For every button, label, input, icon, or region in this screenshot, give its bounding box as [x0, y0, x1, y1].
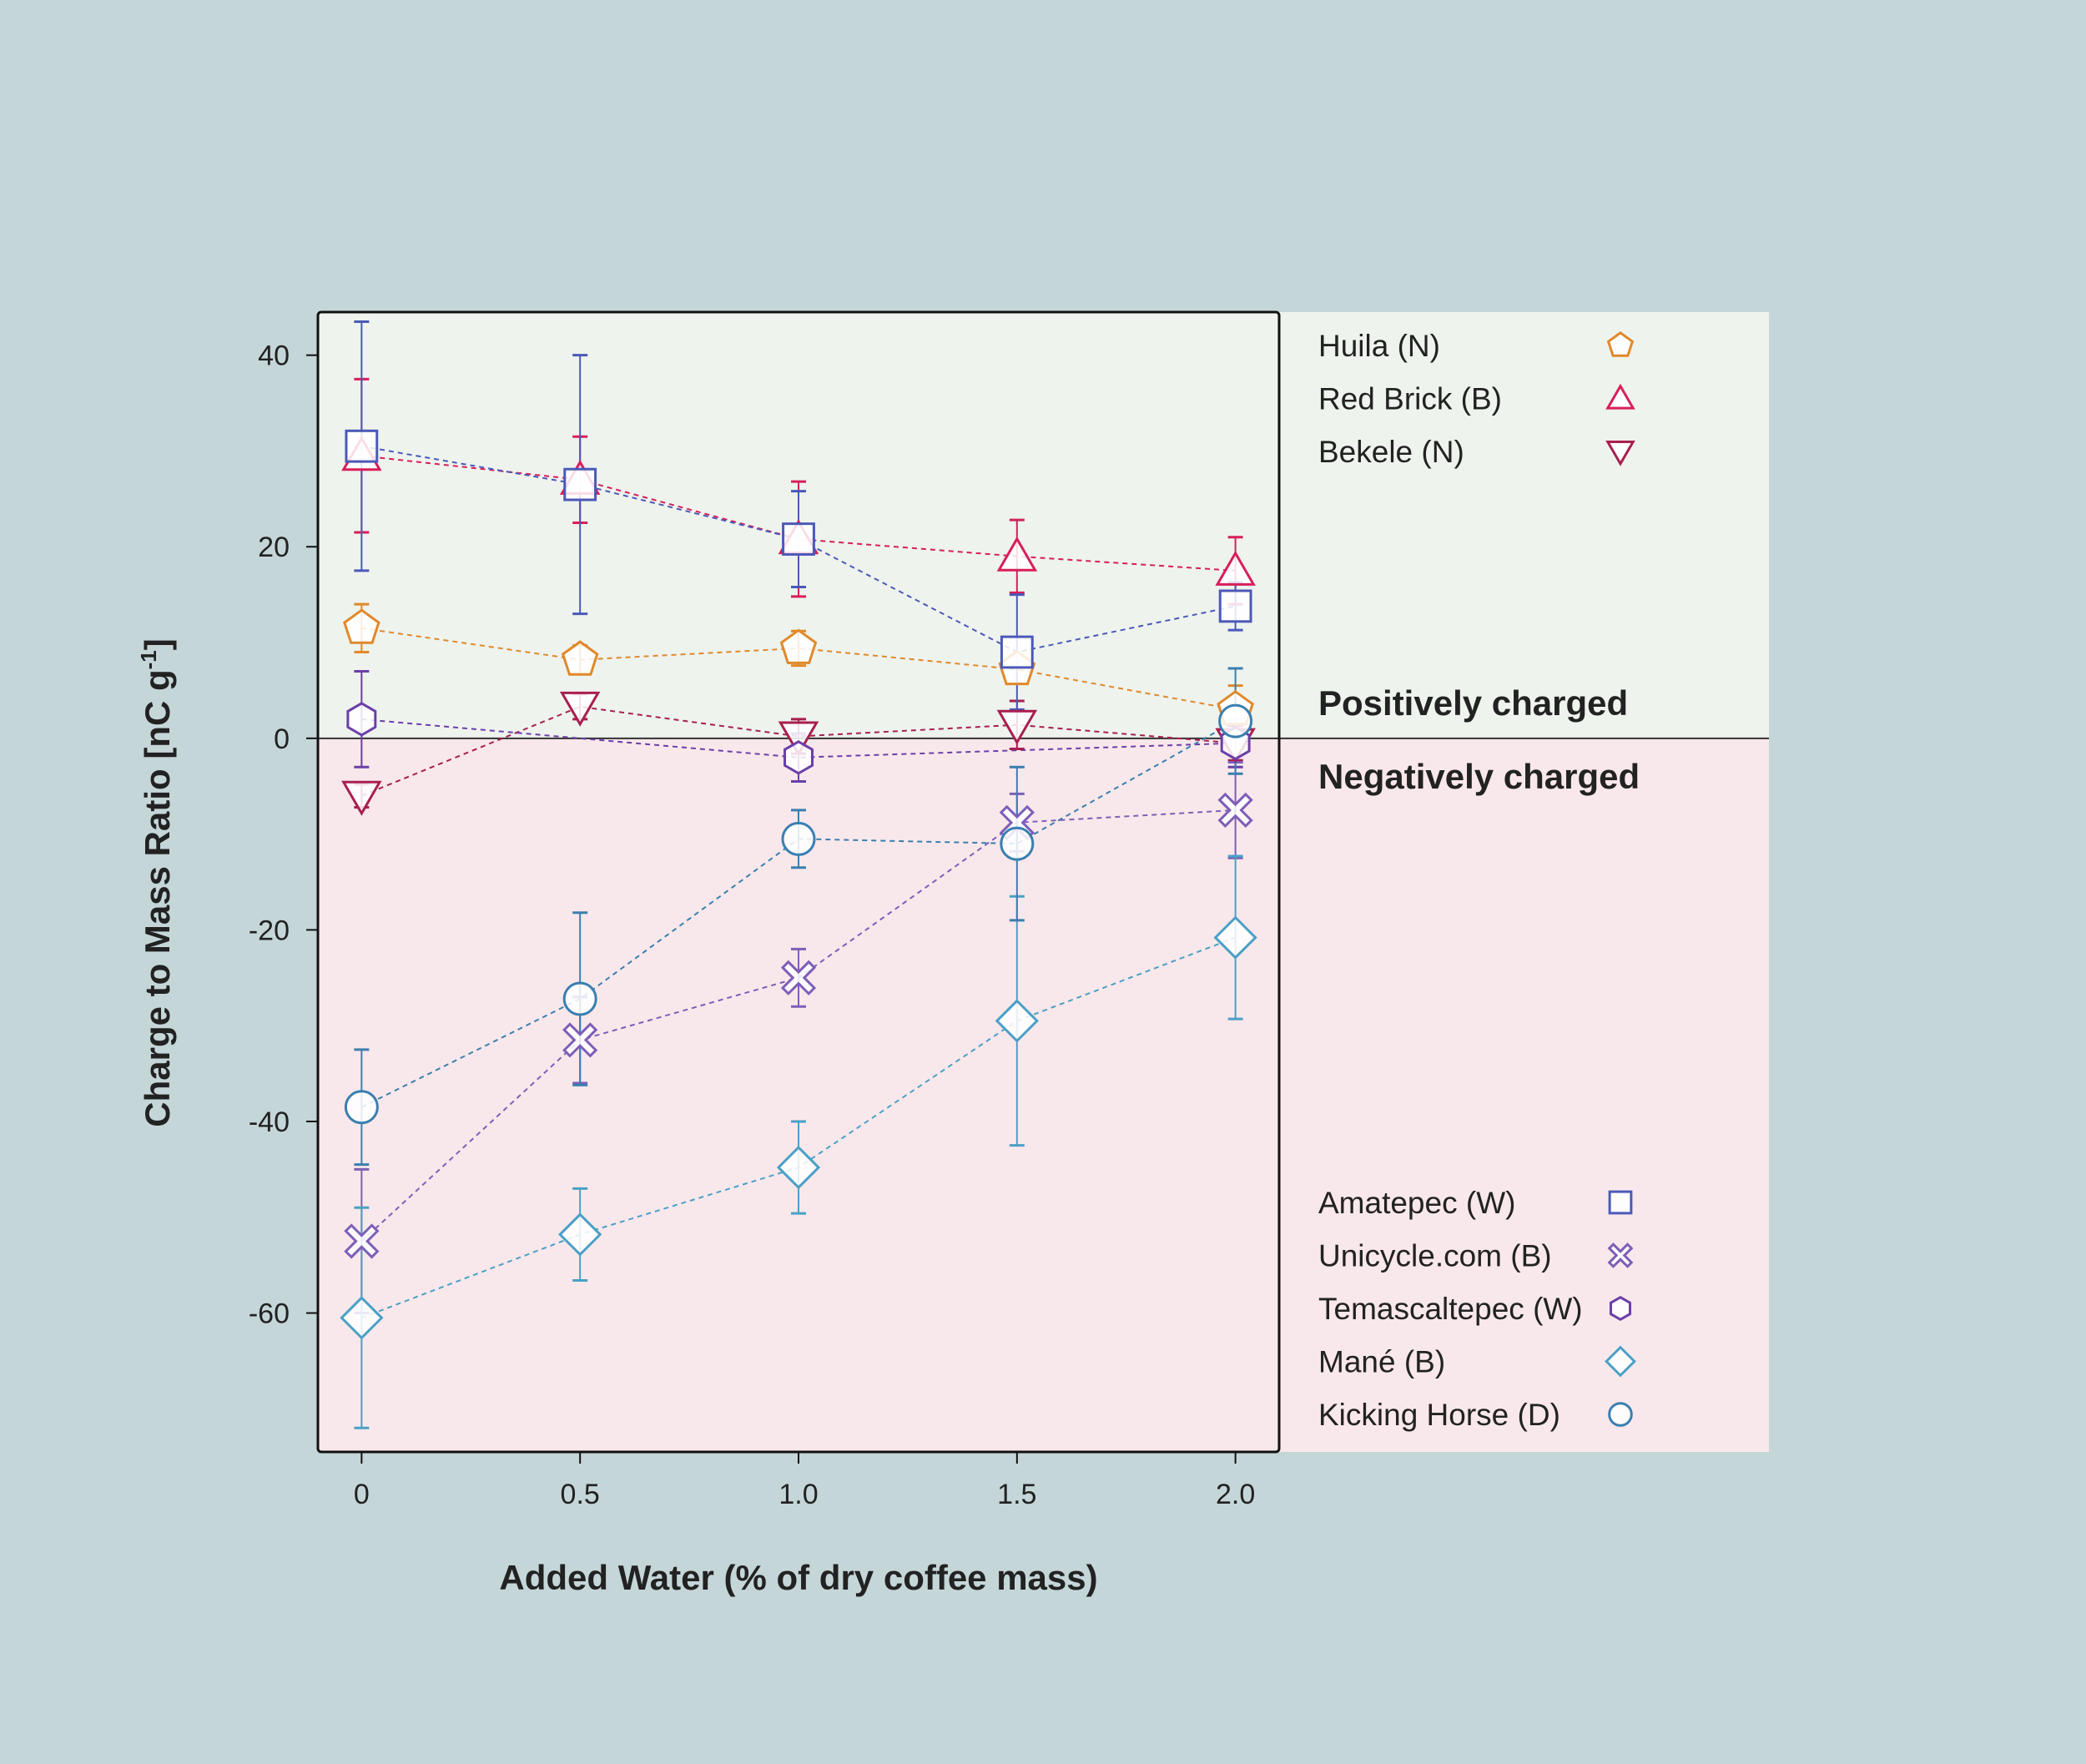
data-point-temascaltepec-w [346, 702, 377, 737]
legend-label: Temascaltepec (W) [1318, 1292, 1583, 1326]
legend-item-huila-n: Huila (N) [1318, 329, 1635, 363]
legend-item-temascaltepec-w: Temascaltepec (W) [1318, 1292, 1631, 1326]
series-line-bekele-n [361, 705, 1236, 797]
axis-ticks: 0 0.5 1.0 1.5 2.0 40 20 0 -20 -40 -60 [249, 340, 1255, 1510]
data-point-man-b [1213, 915, 1257, 960]
charge-regions [318, 312, 1769, 1452]
data-point-bekele-n [996, 709, 1038, 745]
y-axis-title-close: ] [138, 638, 177, 650]
data-point-bekele-n [341, 780, 382, 816]
data-point-bekele-n [559, 691, 601, 727]
y-axis-title-superscript: -1 [136, 650, 161, 669]
legend: Huila (N) Red Brick (B) Bekele (N) Amatepec… [1318, 329, 1636, 1432]
legend-label: Red Brick (B) [1318, 382, 1502, 416]
data-markers [340, 429, 1257, 1340]
y-axis-title: Charge to Mass Ratio [nC g-1] [136, 638, 177, 1127]
y-tick-label: -40 [249, 1106, 290, 1138]
legend-label: Bekele (N) [1318, 435, 1464, 469]
y-tick-label: 20 [258, 532, 290, 563]
y-tick-label: -60 [249, 1298, 290, 1330]
legend-item-man-b: Mané (B) [1318, 1345, 1636, 1379]
data-point-kicking-horse-d [344, 1090, 379, 1125]
data-point-amatepec-w [1000, 635, 1034, 669]
data-point-kicking-horse-d [1218, 703, 1253, 738]
data-point-huila-n [343, 608, 380, 644]
x-tick-label: 0.5 [561, 1479, 600, 1510]
legend-marker-bekele-n [1605, 441, 1635, 466]
data-point-bekele-n [778, 721, 819, 757]
negative-region-label: Negatively charged [1318, 757, 1640, 796]
data-point-temascaltepec-w [784, 740, 814, 775]
legend-item-bekele-n: Bekele (N) [1318, 435, 1635, 469]
legend-label: Unicycle.com (B) [1318, 1239, 1552, 1273]
positive-region [318, 312, 1769, 738]
y-tick-label: 0 [274, 723, 290, 755]
y-axis-title-main: Charge to Mass Ratio [nC g [138, 669, 177, 1126]
legend-item-red-brick-b: Red Brick (B) [1318, 382, 1635, 416]
data-point-red-brick-b [1215, 550, 1256, 586]
data-point-unicycle-com-b [1217, 792, 1253, 829]
data-point-kicking-horse-d [1000, 826, 1035, 861]
data-point-amatepec-w [782, 522, 815, 556]
data-point-huila-n [561, 640, 599, 676]
legend-label: Huila (N) [1318, 329, 1440, 363]
data-point-amatepec-w [563, 467, 597, 501]
data-point-kicking-horse-d [562, 981, 597, 1016]
legend-marker-huila-n [1606, 331, 1635, 357]
legend-label: Amatepec (W) [1318, 1186, 1515, 1220]
x-axis-title: Added Water (% of dry coffee mass) [499, 1558, 1097, 1597]
x-tick-label: 0 [354, 1479, 370, 1510]
data-point-man-b [558, 1212, 602, 1257]
data-point-man-b [995, 999, 1039, 1043]
legend-marker-red-brick-b [1605, 383, 1635, 410]
data-point-unicycle-com-b [562, 1022, 598, 1058]
legend-item-amatepec-w: Amatepec (W) [1318, 1186, 1633, 1220]
legend-item-kicking-horse-d: Kicking Horse (D) [1318, 1398, 1633, 1432]
data-point-red-brick-b [996, 536, 1038, 572]
series-line-red-brick-b [361, 455, 1236, 572]
y-tick-label: 40 [258, 340, 290, 372]
legend-item-unicycle-com-b: Unicycle.com (B) [1318, 1239, 1634, 1273]
data-point-man-b [776, 1145, 821, 1190]
legend-marker-unicycle-com-b [1607, 1242, 1634, 1268]
data-point-unicycle-com-b [780, 960, 817, 995]
legend-label: Mané (B) [1318, 1345, 1445, 1379]
data-point-kicking-horse-d [781, 821, 816, 856]
series-line-huila-n [361, 627, 1236, 711]
region-labels: Positively charged Negatively charged [1318, 683, 1640, 796]
data-point-amatepec-w [345, 429, 379, 463]
series-line-temascaltepec-w [361, 718, 1236, 759]
x-tick-label: 1.0 [778, 1479, 818, 1510]
legend-label: Kicking Horse (D) [1318, 1398, 1560, 1432]
y-tick-label: -20 [249, 915, 290, 946]
legend-marker-temascaltepec-w [1610, 1295, 1631, 1322]
data-point-huila-n [779, 628, 818, 664]
data-point-amatepec-w [1218, 589, 1252, 623]
negative-region [318, 738, 1769, 1452]
data-point-man-b [340, 1296, 384, 1340]
legend-marker-man-b [1605, 1345, 1636, 1378]
series-line-amatepec-w [361, 445, 1236, 653]
legend-marker-kicking-horse-d [1608, 1402, 1633, 1427]
data-point-unicycle-com-b [344, 1223, 380, 1259]
x-tick-label: 2.0 [1216, 1479, 1255, 1510]
legend-marker-amatepec-w [1608, 1190, 1633, 1215]
x-tick-label: 1.5 [997, 1479, 1036, 1510]
positive-region-label: Positively charged [1318, 683, 1628, 723]
